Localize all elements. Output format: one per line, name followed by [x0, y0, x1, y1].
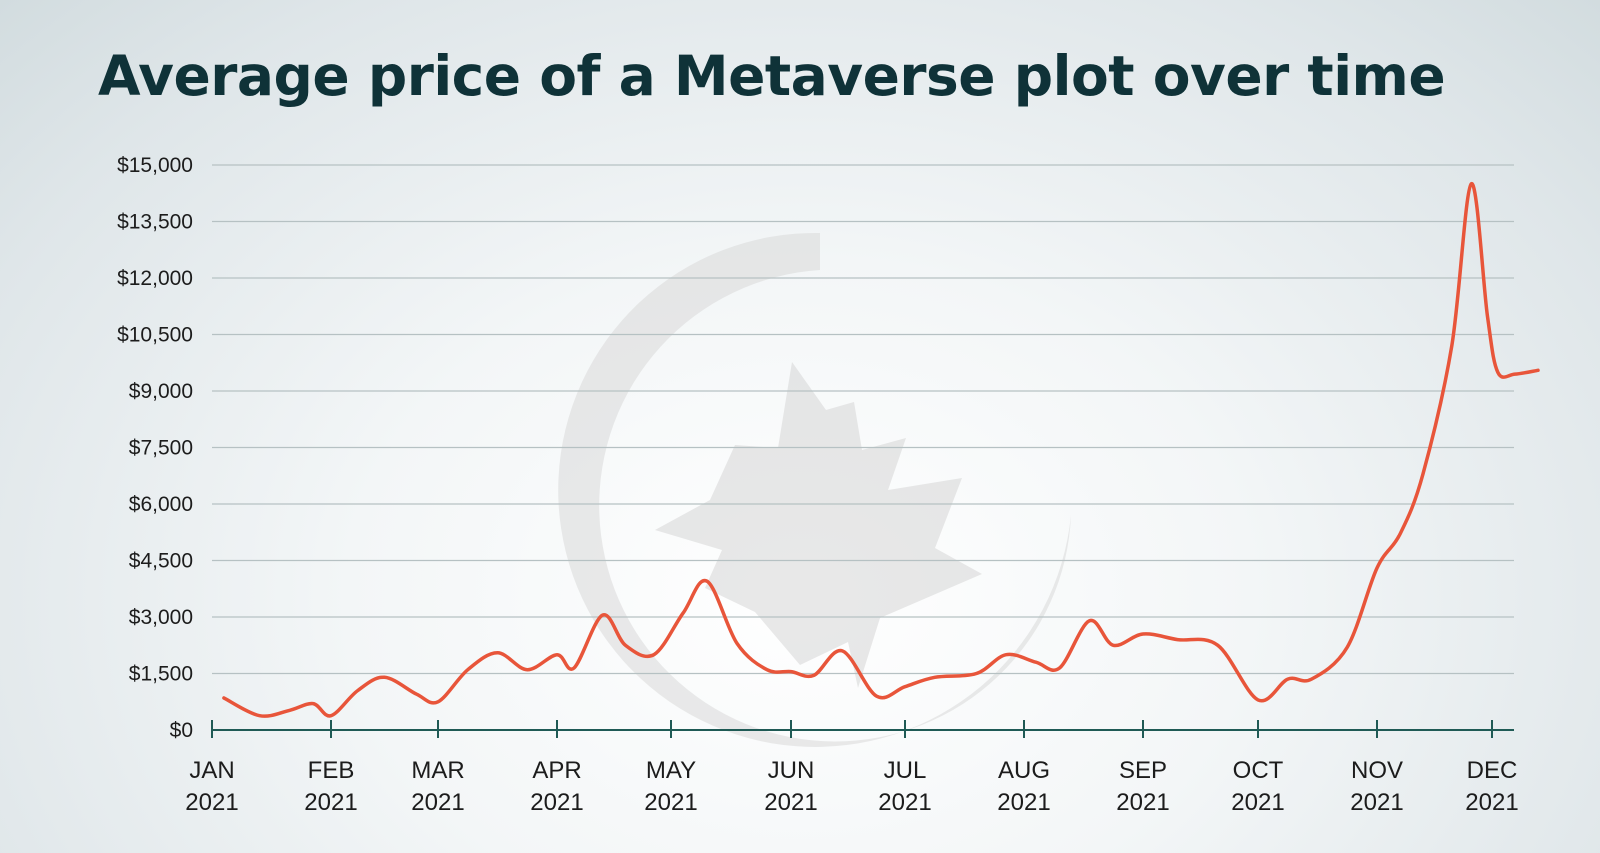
y-tick-label: $12,000 [117, 267, 193, 290]
x-tick-label-year: 2021 [1465, 789, 1518, 816]
x-tick-label-month: AUG [998, 757, 1050, 784]
x-tick-label-year: 2021 [1350, 789, 1403, 816]
x-tick-label-year: 2021 [878, 789, 931, 816]
x-tick-label-year: 2021 [1116, 789, 1169, 816]
y-tick-label: $6,000 [129, 493, 193, 516]
x-tick-label-month: DEC [1467, 757, 1518, 784]
series-line [222, 182, 1540, 718]
y-tick-label: $10,500 [117, 324, 193, 347]
x-tick-label-month: MAR [411, 757, 464, 784]
x-tick-label-month: NOV [1351, 757, 1403, 784]
chart-title: Average price of a Metaverse plot over t… [98, 44, 1446, 108]
y-tick-label: $15,000 [117, 154, 193, 177]
y-tick-label: $13,500 [117, 211, 193, 234]
x-tick-label-year: 2021 [644, 789, 697, 816]
y-tick-label: $1,500 [129, 663, 193, 686]
x-tick-label-year: 2021 [304, 789, 357, 816]
y-tick-label: $0 [170, 719, 193, 742]
x-tick-label-year: 2021 [764, 789, 817, 816]
y-tick-label: $3,000 [129, 606, 193, 629]
y-tick-label: $9,000 [129, 380, 193, 403]
x-tick-label-month: JUL [884, 757, 927, 784]
x-tick-label-year: 2021 [411, 789, 464, 816]
x-tick-label-month: JUN [768, 757, 815, 784]
x-tick-label-year: 2021 [1231, 789, 1284, 816]
x-tick-label-year: 2021 [530, 789, 583, 816]
y-tick-label: $4,500 [129, 550, 193, 573]
x-tick-label-year: 2021 [997, 789, 1050, 816]
watermark-logo [558, 232, 1071, 747]
x-tick-label-month: APR [532, 757, 581, 784]
x-tick-label-month: SEP [1119, 757, 1167, 784]
x-tick-label-month: OCT [1233, 757, 1284, 784]
x-tick-label-month: JAN [189, 757, 234, 784]
x-tick-label-month: FEB [308, 757, 355, 784]
x-tick-label-month: MAY [646, 757, 696, 784]
x-tick-label-year: 2021 [185, 789, 238, 816]
y-tick-label: $7,500 [129, 437, 193, 460]
